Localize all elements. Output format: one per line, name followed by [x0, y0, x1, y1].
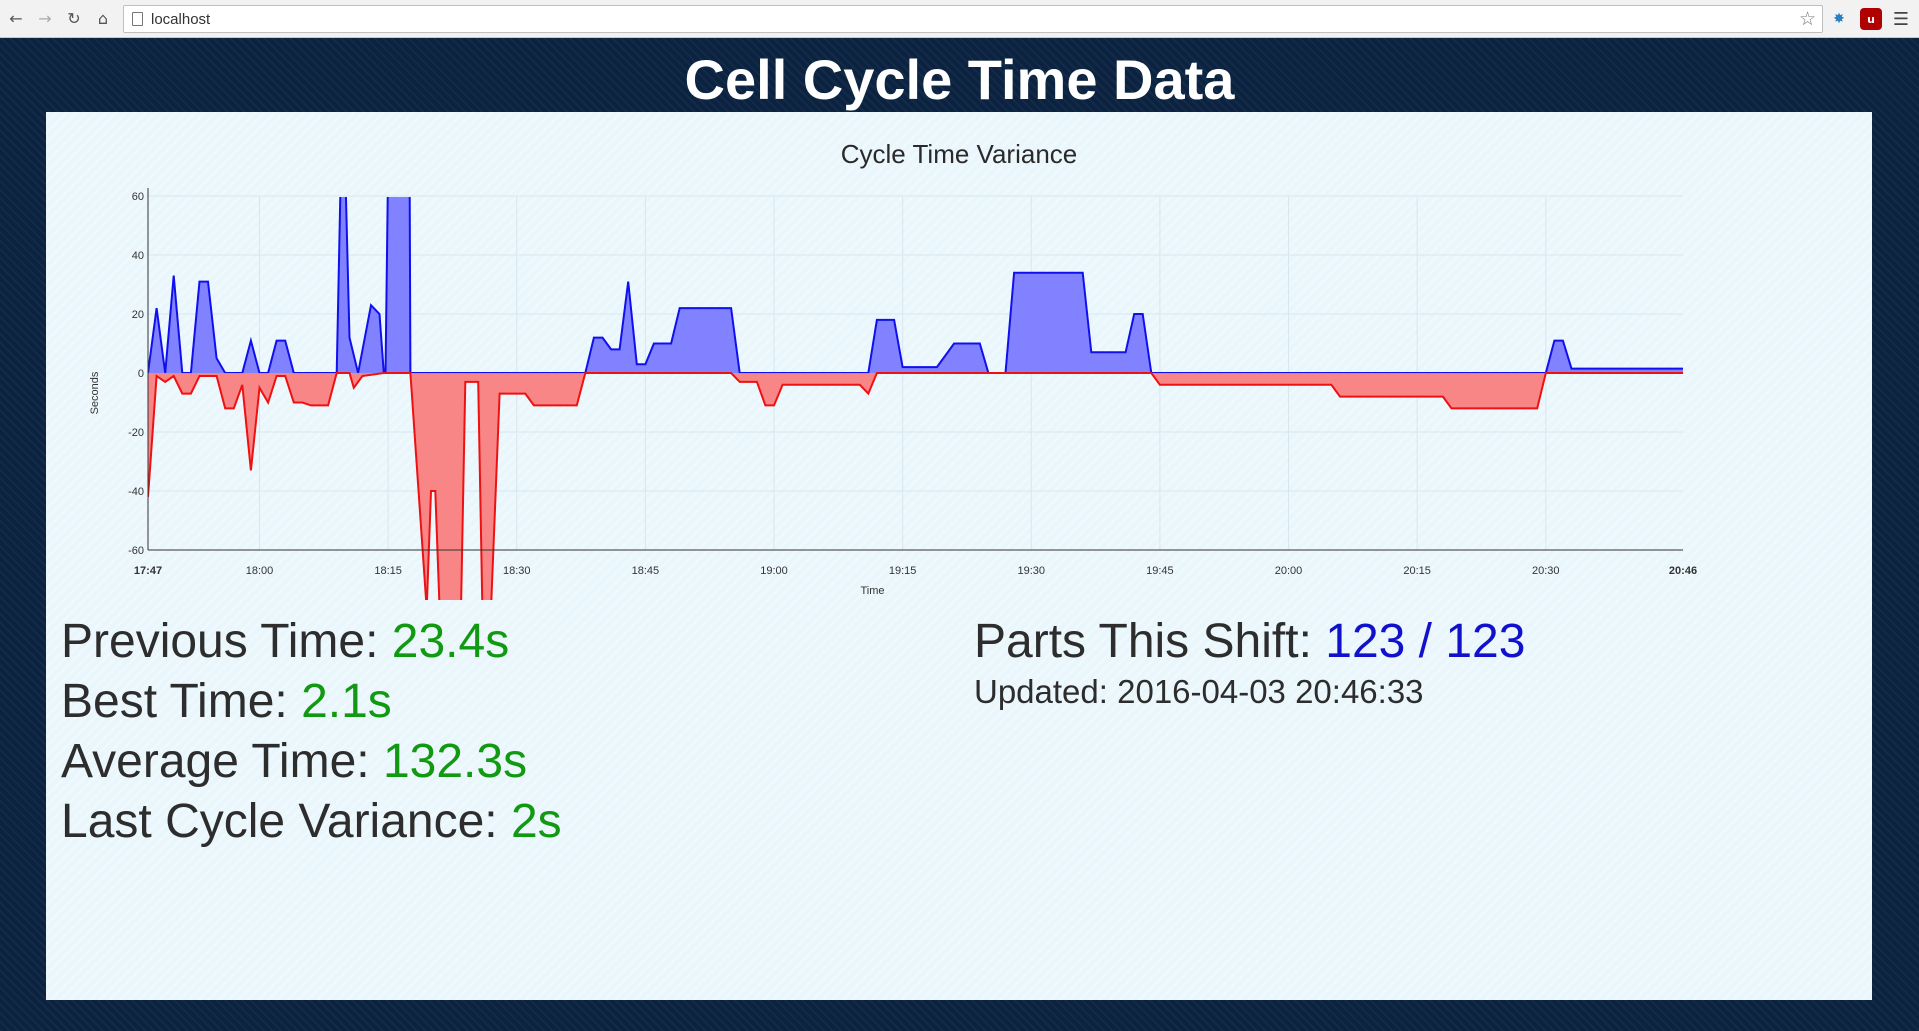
y-tick-label: 60 — [132, 191, 144, 203]
best-time-label: Best Time: — [61, 675, 288, 728]
best-time: Best Time: 2.1s — [61, 672, 562, 732]
star-icon[interactable]: ☆ — [1798, 8, 1816, 30]
browser-toolbar: ← → ↻ ⌂ localhost ☆ ✸ u ☰ — [0, 0, 1919, 38]
back-icon[interactable]: ← — [9, 9, 23, 28]
parts-value: 123 / 123 — [1325, 615, 1526, 668]
y-tick-label: -20 — [128, 427, 144, 439]
x-tick-label: 19:30 — [1018, 565, 1046, 577]
page-icon — [132, 12, 143, 26]
extension-icon[interactable]: ✸ — [1833, 11, 1845, 27]
cycle-time-chart: 60 40 20 0 -20 -40 -60 17:47 18:00 18:15 18:30 18:4… — [89, 188, 1697, 600]
content-panel: Cycle Time Variance 60 40 20 0 -20 -40 -60 17:4… — [46, 112, 1872, 1000]
positive-line — [148, 197, 1683, 374]
last-cycle-variance-label: Last Cycle Variance: — [61, 795, 498, 848]
previous-time: Previous Time: 23.4s — [61, 612, 562, 672]
x-axis-label: Time — [860, 585, 884, 597]
negative-area — [148, 373, 1683, 600]
y-tick-label: -60 — [128, 545, 144, 557]
forward-icon[interactable]: → — [38, 9, 52, 28]
average-time-value: 132.3s — [382, 735, 528, 788]
x-tick-label: 19:15 — [889, 565, 917, 577]
menu-icon[interactable]: ☰ — [1892, 8, 1910, 30]
best-time-value: 2.1s — [301, 675, 392, 728]
y-tick-label: 0 — [138, 368, 144, 380]
parts-this-shift: Parts This Shift: 123 / 123 — [974, 612, 1525, 672]
previous-time-value: 23.4s — [391, 615, 510, 668]
average-time-label: Average Time: — [61, 735, 370, 788]
y-axis-label: Seconds — [89, 371, 101, 414]
chart-title: Cycle Time Variance — [840, 139, 1078, 169]
last-cycle-variance-value: 2s — [510, 795, 562, 848]
home-icon[interactable]: ⌂ — [97, 9, 109, 28]
parts-label: Parts This Shift: — [974, 615, 1312, 668]
x-tick-label: 18:15 — [374, 565, 402, 577]
x-tick-label: 20:46 — [1669, 565, 1697, 577]
previous-time-label: Previous Time: — [61, 615, 379, 668]
updated-label: Updated: — [974, 673, 1108, 710]
x-tick-label: 17:47 — [134, 565, 162, 577]
y-tick-label: -40 — [128, 486, 144, 498]
page-title: Cell Cycle Time Data — [684, 48, 1235, 111]
y-tick-label: 20 — [132, 309, 144, 321]
stats-right: Parts This Shift: 123 / 123 Updated: 201… — [974, 612, 1525, 712]
x-tick-label: 20:30 — [1532, 565, 1560, 577]
average-time: Average Time: 132.3s — [61, 732, 562, 792]
reload-icon[interactable]: ↻ — [67, 9, 81, 28]
x-tick-label: 20:00 — [1275, 565, 1303, 577]
y-tick-label: 40 — [132, 250, 144, 262]
x-tick-label: 19:00 — [760, 565, 788, 577]
stats-left: Previous Time: 23.4s Best Time: 2.1s Ave… — [61, 612, 562, 852]
address-text[interactable]: localhost — [151, 10, 211, 28]
x-tick-label: 20:15 — [1403, 565, 1431, 577]
address-bar[interactable]: localhost ☆ — [123, 5, 1823, 33]
x-tick-label: 18:30 — [503, 565, 531, 577]
updated-timestamp: Updated: 2016-04-03 20:46:33 — [974, 672, 1525, 712]
x-tick-label: 18:45 — [632, 565, 660, 577]
x-tick-label: 19:45 — [1146, 565, 1174, 577]
x-tick-label: 18:00 — [246, 565, 274, 577]
positive-area — [148, 197, 1683, 373]
last-cycle-variance: Last Cycle Variance: 2s — [61, 792, 562, 852]
updated-value: 2016-04-03 20:46:33 — [1117, 673, 1424, 710]
ublock-icon[interactable]: u — [1860, 8, 1882, 30]
